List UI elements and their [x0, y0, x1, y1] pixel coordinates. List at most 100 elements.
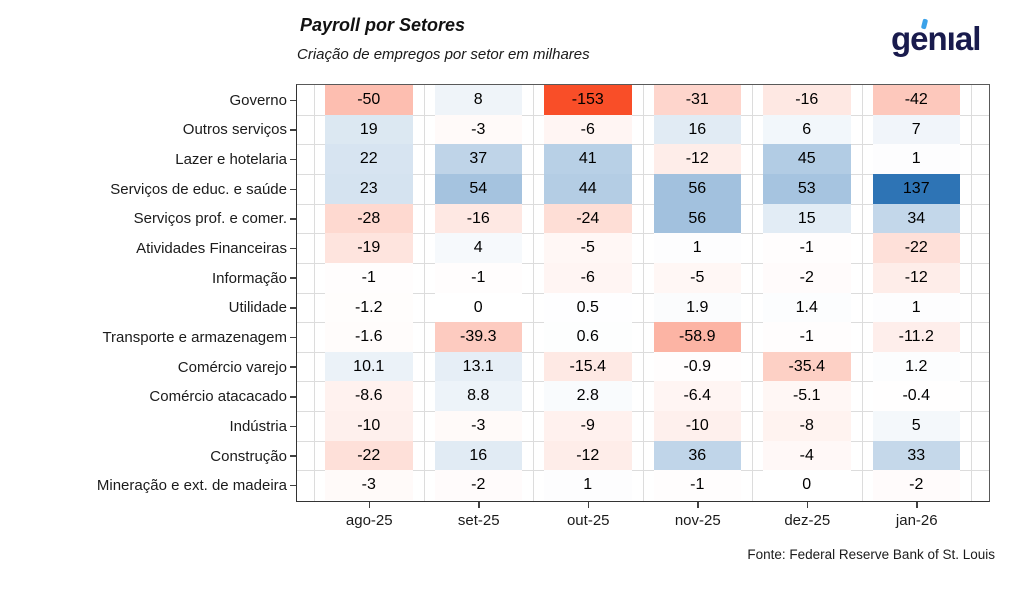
x-axis-label: nov-25 — [674, 512, 721, 529]
gridline-vertical — [423, 85, 425, 501]
heatmap-cell: 33 — [872, 440, 960, 471]
heatmap-cell: 22 — [325, 144, 413, 175]
heatmap-cell: -16 — [763, 85, 851, 116]
heatmap-cell: -2 — [434, 470, 522, 501]
heatmap-cell: -5 — [544, 233, 632, 264]
x-axis-label: out-25 — [566, 512, 610, 529]
row-label: Comércio varejo — [177, 358, 287, 376]
heatmap-cell: -1 — [653, 470, 741, 501]
heatmap-cell: -35.4 — [763, 351, 851, 382]
heatmap-cell: -8.6 — [325, 381, 413, 412]
y-axis-tick — [290, 307, 296, 309]
heatmap-cell: -11.2 — [872, 322, 960, 353]
heatmap-cell: -1 — [434, 262, 522, 293]
heatmap-cell: -1 — [325, 262, 413, 293]
heatmap-cell: -3 — [325, 470, 413, 501]
heatmap-cell: 10.1 — [325, 351, 413, 382]
heatmap-cell: -2 — [763, 262, 851, 293]
heatmap-cell: -8 — [763, 411, 851, 442]
row-label: Governo — [229, 91, 287, 109]
heatmap-cell: 56 — [653, 173, 741, 204]
heatmap-cell: 53 — [763, 173, 851, 204]
row-label: Serviços prof. e comer. — [133, 210, 287, 228]
heatmap-cell: 37 — [434, 144, 522, 175]
heatmap-cell: 2.8 — [544, 381, 632, 412]
heatmap-cell: 41 — [544, 144, 632, 175]
row-label: Construção — [210, 447, 287, 465]
heatmap-cell: 15 — [763, 203, 851, 234]
heatmap-cell: -3 — [434, 411, 522, 442]
row-label: Serviços de educ. e saúde — [110, 180, 287, 198]
heatmap-cell: 1 — [653, 233, 741, 264]
heatmap-cell: -10 — [325, 411, 413, 442]
y-axis-tick — [290, 99, 296, 102]
x-axis-tick — [478, 502, 480, 508]
row-label: Utilidade — [228, 299, 287, 317]
heatmap-cell: 8.8 — [434, 381, 522, 412]
heatmap-cell: 16 — [434, 440, 522, 471]
heatmap-cell: 36 — [653, 440, 741, 471]
heatmap-cell: -1 — [763, 233, 851, 264]
heatmap-cell: 1 — [872, 144, 960, 175]
heatmap-cell: -6 — [544, 262, 632, 293]
heatmap-cell: -3 — [434, 114, 522, 145]
heatmap-cell: -4 — [763, 440, 851, 471]
heatmap-cell: 1.2 — [872, 351, 960, 382]
heatmap-cell: -1.6 — [325, 322, 413, 353]
heatmap-cell: -1 — [763, 322, 851, 353]
heatmap-cell: 54 — [434, 173, 522, 204]
y-axis-tick — [290, 218, 296, 220]
heatmap-cell: 34 — [872, 203, 960, 234]
y-axis-tick — [290, 366, 296, 368]
heatmap-cell: -6 — [544, 114, 632, 145]
heatmap-cell: 0 — [763, 470, 851, 501]
x-axis-tick — [806, 502, 808, 508]
gridline-vertical — [314, 85, 315, 501]
heatmap-cell: 1.4 — [763, 292, 851, 323]
heatmap-cell: -31 — [653, 85, 741, 116]
heatmap-cell: -0.4 — [872, 381, 960, 412]
x-axis-tick — [916, 502, 918, 508]
heatmap-cell: -58.9 — [653, 322, 741, 353]
y-axis-tick — [290, 336, 296, 339]
heatmap-cell: -6.4 — [653, 381, 741, 412]
heatmap-cell: 1 — [544, 470, 632, 501]
heatmap-cell: -2 — [872, 470, 960, 501]
heatmap-cell: -22 — [325, 440, 413, 471]
x-axis-tick — [368, 502, 370, 508]
heatmap-cell: 137 — [872, 173, 960, 204]
heatmap-cell: 1.9 — [653, 292, 741, 323]
x-axis-label: set-25 — [457, 512, 500, 529]
heatmap-cell: -5.1 — [763, 381, 851, 412]
x-axis-tick — [697, 502, 699, 508]
heatmap-cell: -42 — [872, 85, 960, 116]
heatmap-cell: -24 — [544, 203, 632, 234]
heatmap-plot: -50 8 -153 -31 -16 -42 19 -3 -6 16 6 7 22 37 41 -12 45 1 2… — [296, 84, 990, 502]
y-axis-tick — [290, 484, 296, 487]
gridline-vertical — [971, 85, 972, 501]
heatmap-cell: -12 — [872, 262, 960, 293]
x-axis-tick — [587, 502, 589, 508]
heatmap-cell: 16 — [653, 114, 741, 145]
row-label: Atividades Financeiras — [136, 240, 287, 258]
x-axis-label: ago-25 — [345, 512, 393, 529]
x-axis-label: dez-25 — [784, 512, 831, 529]
heatmap-cell: -15.4 — [544, 351, 632, 382]
heatmap-cell: 13.1 — [434, 351, 522, 382]
heatmap-cell: 23 — [325, 173, 413, 204]
heatmap-cell: 0 — [434, 292, 522, 323]
heatmap-cell: -1.2 — [325, 292, 413, 323]
y-axis-tick — [290, 425, 296, 428]
heatmap-cell: 19 — [325, 114, 413, 145]
heatmap-cell: 4 — [434, 233, 522, 264]
heatmap-cell: -22 — [872, 233, 960, 264]
row-label: Mineração e ext. de madeira — [96, 477, 287, 495]
heatmap-cell: 6 — [763, 114, 851, 145]
row-label: Transporte e armazenagem — [102, 328, 287, 346]
heatmap-cell: 7 — [872, 114, 960, 145]
source-note: Fonte: Federal Reserve Bank of St. Louis — [747, 547, 995, 562]
heatmap-cell: -5 — [653, 262, 741, 293]
chart-subtitle: Criação de empregos por setor em milhare… — [297, 46, 590, 63]
heatmap-cell: -0.9 — [653, 351, 741, 382]
